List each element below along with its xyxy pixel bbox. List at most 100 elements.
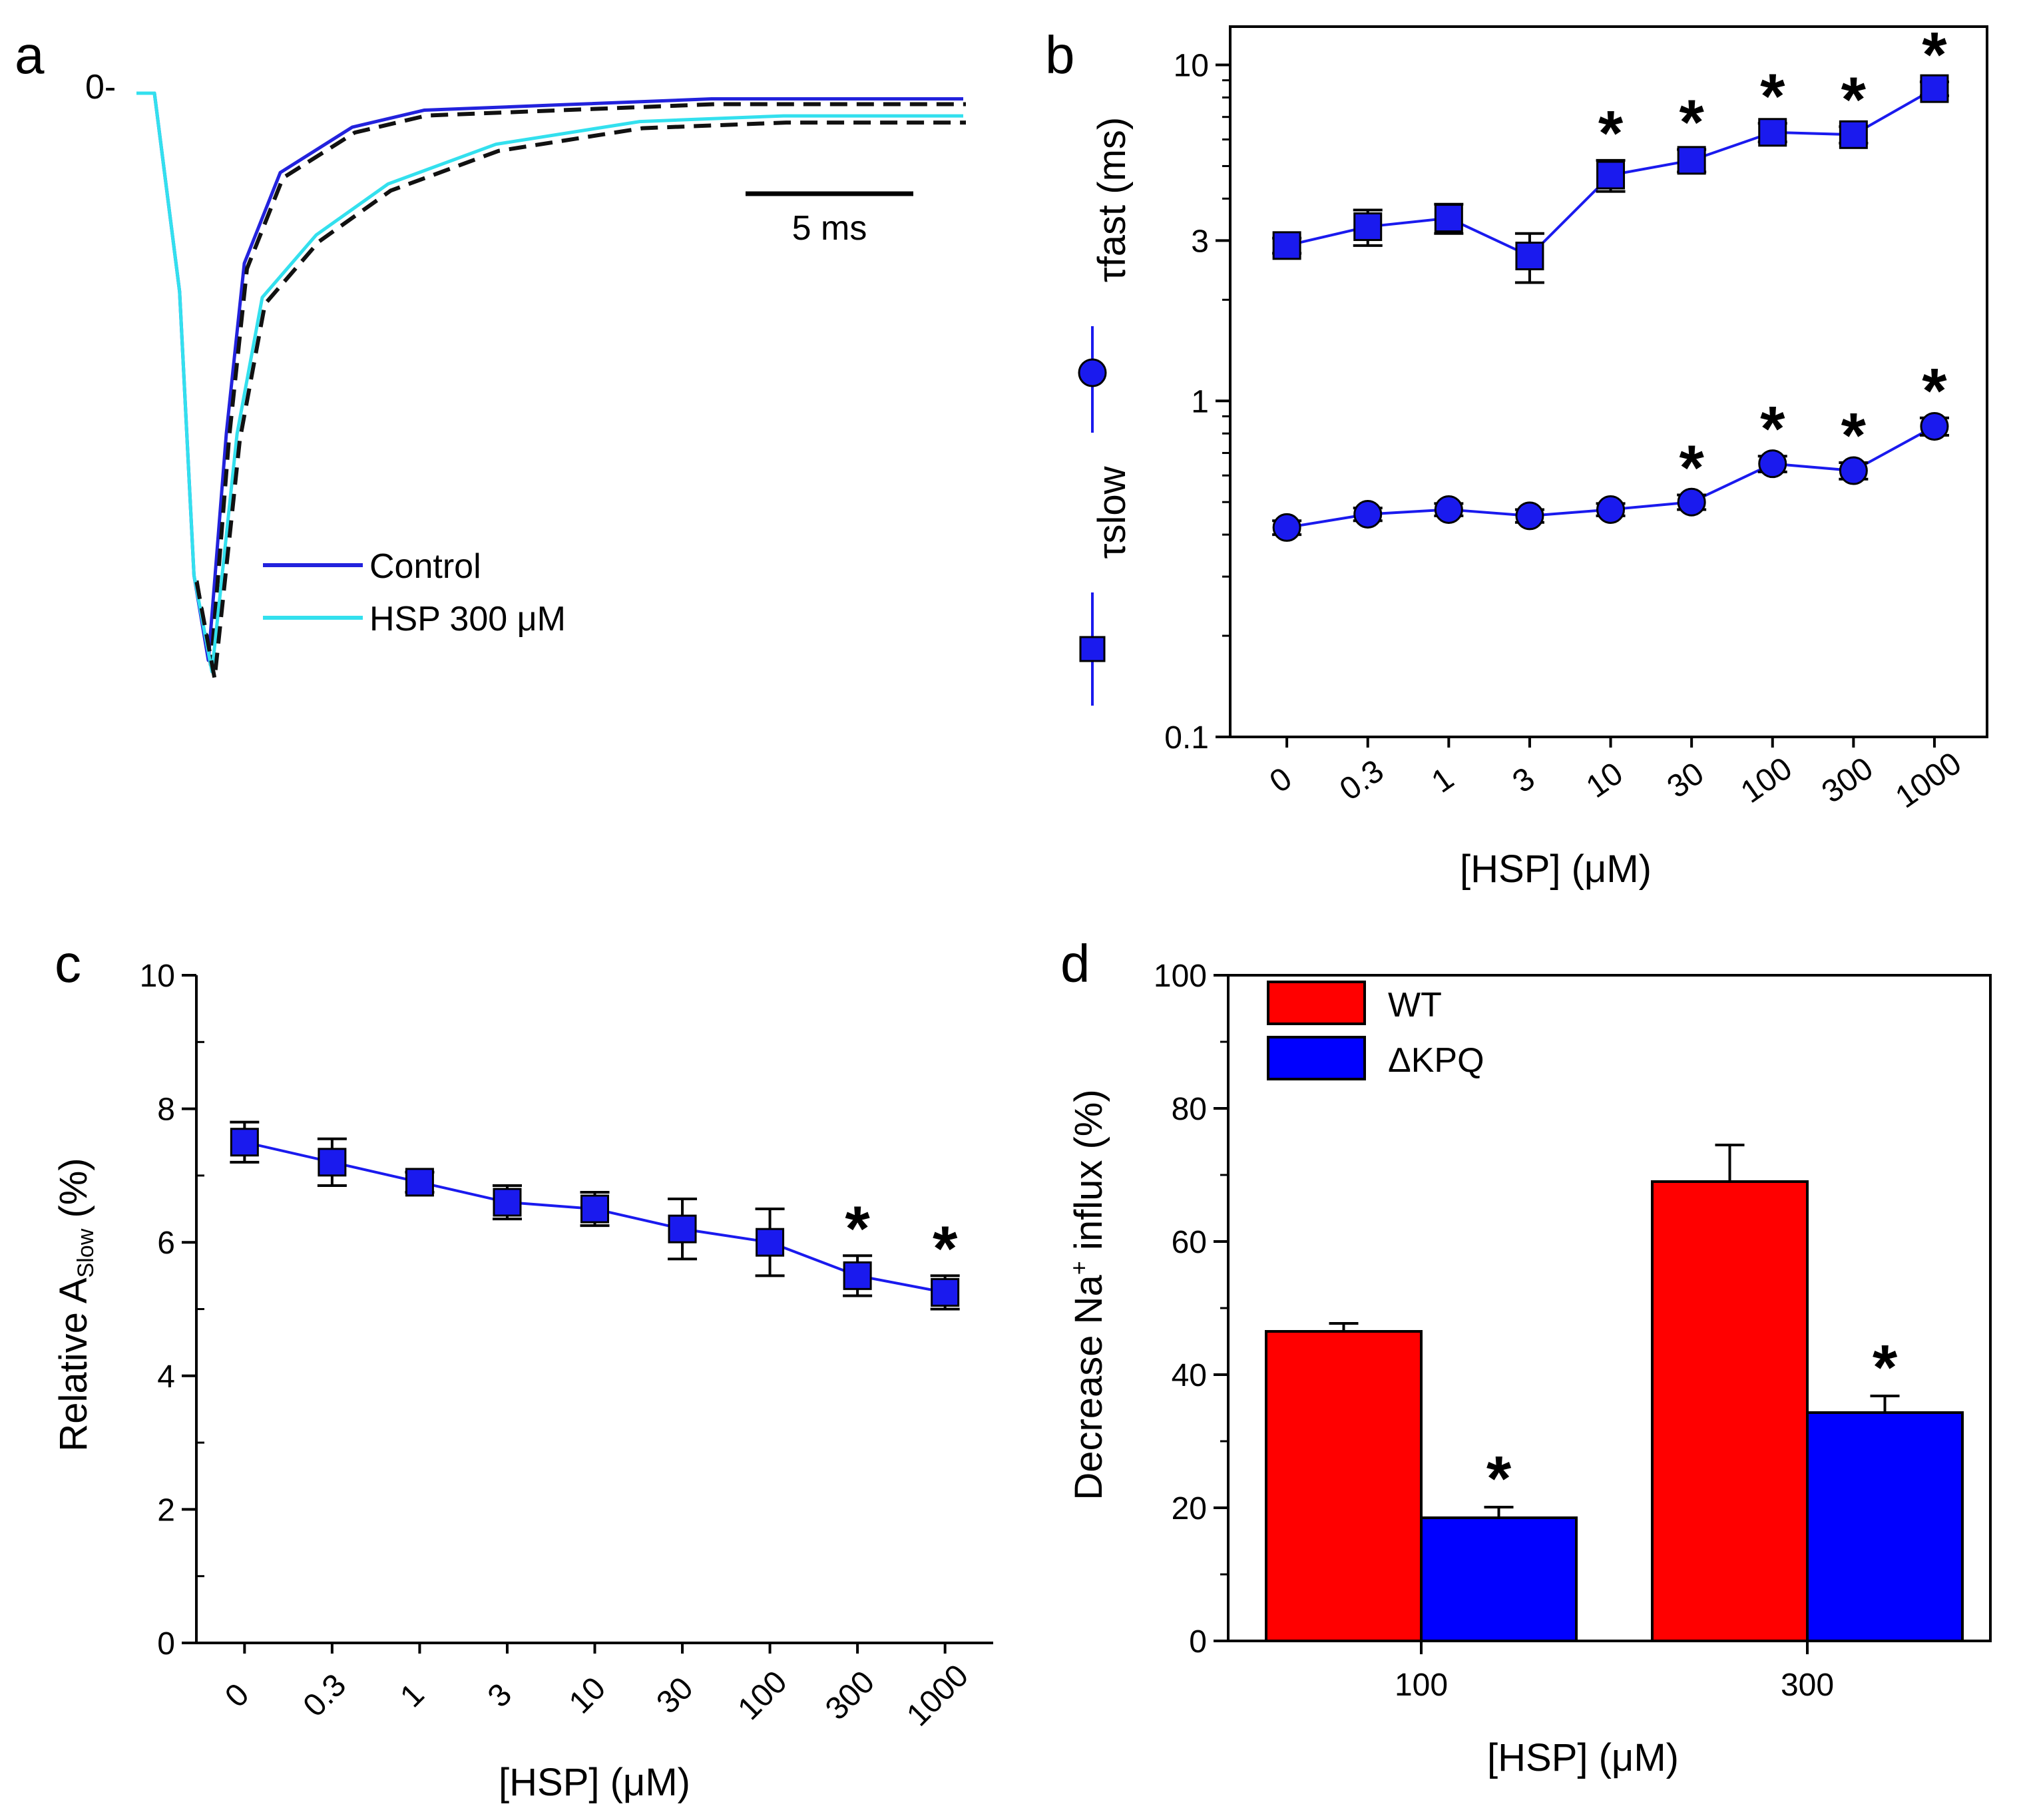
- x-tick-label: 3: [1506, 761, 1541, 800]
- amplitude-significance-star: *: [845, 1193, 870, 1264]
- x-tick-label: 30: [1661, 756, 1710, 805]
- amplitude-point: [756, 1228, 785, 1257]
- panel-c-y-title-unit: (%): [52, 1158, 95, 1228]
- plot-frame: [1229, 25, 1988, 738]
- tau-slow-key-square: [1079, 636, 1106, 662]
- panel-a-traces: a 0- 5 ms Control HSP 300 μM: [15, 25, 966, 679]
- y-tick-label: 0: [157, 1626, 175, 1662]
- x-tick-label: 100: [1735, 751, 1799, 810]
- tau-fast-point: [1515, 242, 1544, 271]
- amplitude-point: [318, 1148, 347, 1177]
- y-tick-label: 40: [1172, 1358, 1207, 1393]
- panel-d-y-title-sup: +: [1065, 1261, 1092, 1275]
- legend-label-control: Control: [369, 547, 481, 586]
- y-tick-label: 8: [157, 1092, 175, 1128]
- x-tick-label: 30: [650, 1670, 700, 1720]
- y-tick-label: 0: [1189, 1624, 1207, 1660]
- amplitude-point: [230, 1128, 259, 1157]
- amplitude-point: [668, 1214, 697, 1244]
- amplitude-point: [843, 1261, 872, 1290]
- y-tick-label: 1: [1191, 384, 1209, 419]
- y-tick-label: 0.1: [1164, 720, 1209, 756]
- x-tick-label: 0: [1263, 761, 1298, 800]
- fit-curve-hsp: [194, 120, 966, 679]
- tau-slow-label: τslow: [1090, 465, 1134, 559]
- tau-slow-significance-star: *: [1841, 400, 1867, 471]
- panel-c-y-title-main: Relative A: [52, 1277, 95, 1451]
- amplitude-point: [493, 1188, 522, 1217]
- y-tick-label: 4: [157, 1359, 175, 1395]
- y-tick-label: 60: [1172, 1225, 1207, 1260]
- panel-c-y-axis-title: Relative ASlow (%): [52, 1158, 99, 1451]
- x-tick-label: 100: [1395, 1668, 1448, 1703]
- x-tick-label: 3: [481, 1677, 519, 1714]
- y-tick-label: 20: [1172, 1491, 1207, 1526]
- dkpq-bar: [1420, 1516, 1578, 1642]
- legend-swatch-wt: [1267, 981, 1366, 1025]
- tau-slow-significance-star: *: [1760, 393, 1785, 465]
- x-tick-label: 1000: [900, 1658, 975, 1733]
- tau-slow-point: [1677, 487, 1706, 517]
- x-tick-label: 300: [1815, 751, 1879, 810]
- x-tick-label: 300: [1781, 1668, 1834, 1703]
- tau-slow-point: [1272, 513, 1301, 542]
- x-tick-label: 0.3: [1333, 753, 1390, 807]
- legend-label-hsp: HSP 300 μM: [369, 600, 566, 638]
- panel-b-x-axis-title: [HSP] (μM): [1460, 847, 1652, 891]
- wt-bar: [1265, 1330, 1423, 1642]
- tau-slow-point: [1353, 499, 1383, 529]
- y-tick-label: 80: [1172, 1092, 1207, 1127]
- tau-fast-significance-star: *: [1841, 64, 1867, 135]
- influx-bar-chart: 0 20 40 60 80 100 100 * 300 *: [1154, 959, 1992, 1703]
- legend-label-dkpq: ΔKPQ: [1388, 1041, 1484, 1080]
- panel-b-y-axis-title: τfast (ms) τslow: [1078, 117, 1134, 706]
- tau-fast-significance-star: *: [1679, 87, 1704, 158]
- y-tick-label: 100: [1154, 959, 1207, 994]
- panel-d-y-title-tail: influx (%): [1067, 1089, 1110, 1261]
- tau-slow-point: [1434, 495, 1463, 524]
- panel-d-letter: d: [1060, 934, 1090, 993]
- panel-c-x-axis-title: [HSP] (μM): [499, 1761, 690, 1804]
- tau-fast-point: [1353, 212, 1383, 242]
- scale-bar-label: 5 ms: [792, 209, 867, 248]
- dkpq-significance-star: *: [1486, 1443, 1512, 1514]
- wt-bar: [1651, 1180, 1809, 1642]
- tau-slow-point: [1758, 449, 1787, 479]
- amplitude-point: [931, 1277, 960, 1307]
- x-tick-label: 1: [393, 1677, 431, 1714]
- y-tick-label: 10: [140, 959, 175, 994]
- panel-d-y-axis-title: Decrease Na+ influx (%): [1065, 1089, 1110, 1500]
- tau-slow-point: [1920, 411, 1949, 441]
- trace-hsp: [136, 91, 963, 674]
- tau-fast-key-circle: [1078, 358, 1107, 387]
- amplitude-point: [405, 1168, 434, 1197]
- tau-fast-point: [1758, 118, 1787, 147]
- tau-fast-point: [1839, 120, 1868, 149]
- legend-label-wt: WT: [1388, 986, 1442, 1024]
- tau-slow-point: [1515, 501, 1544, 531]
- tau-fast-label: τfast (ms): [1090, 117, 1134, 282]
- amplitude-point: [580, 1194, 609, 1224]
- panel-d-x-axis-title: [HSP] (μM): [1487, 1736, 1679, 1779]
- x-tick-label: 10: [1580, 756, 1630, 805]
- panel-d-y-title-main: Decrease Na: [1067, 1274, 1110, 1500]
- dkpq-significance-star: *: [1873, 1332, 1898, 1403]
- x-tick-label: 0: [218, 1677, 256, 1714]
- tau-fast-point: [1596, 160, 1626, 190]
- x-tick-label: 0.3: [297, 1668, 353, 1724]
- panel-b-letter: b: [1045, 25, 1075, 85]
- panel-c-y-title-sub: Slow: [73, 1228, 99, 1277]
- tau-fast-significance-star: *: [1922, 19, 1947, 91]
- x-tick-label: 10: [562, 1670, 612, 1720]
- tau-fast-point: [1434, 204, 1463, 233]
- zero-current-label: 0-: [85, 68, 116, 107]
- tau-fast-point: [1677, 146, 1706, 175]
- y-tick-label: 3: [1191, 224, 1209, 259]
- tau-fast-significance-star: *: [1760, 61, 1785, 132]
- tau-slow-significance-star: *: [1679, 433, 1704, 504]
- tau-fast-point: [1272, 231, 1301, 260]
- dkpq-bar: [1806, 1411, 1964, 1642]
